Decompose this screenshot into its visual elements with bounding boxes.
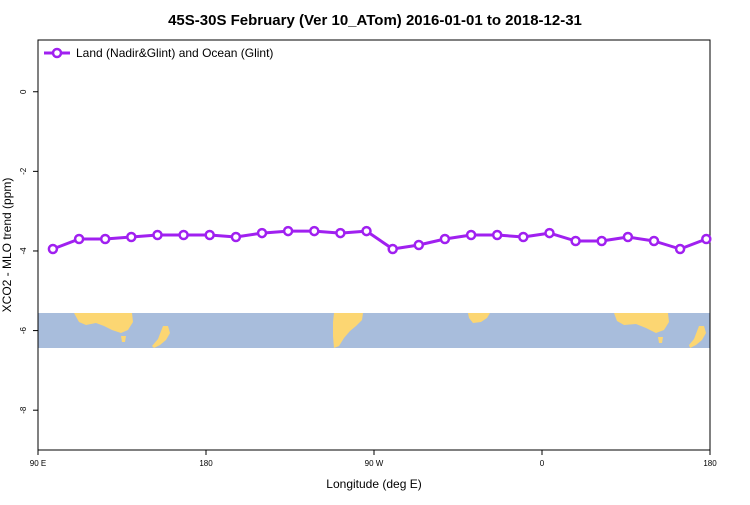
data-point (152, 229, 163, 241)
data-point (413, 239, 425, 251)
data-point (622, 231, 634, 243)
map-land-5 (614, 313, 669, 333)
data-point (335, 227, 346, 239)
map-land-7 (689, 326, 706, 348)
map-land-4 (468, 313, 490, 323)
data-point (596, 235, 607, 247)
y-tick-label: 0 (19, 89, 28, 94)
series-layer (47, 225, 712, 255)
data-point (648, 235, 660, 247)
map-land-3 (333, 313, 363, 348)
data-point (99, 233, 111, 245)
data-point (465, 229, 477, 241)
map-land-1 (121, 336, 126, 342)
data-point (126, 231, 137, 243)
data-point (178, 229, 189, 241)
series-line-0 (52, 229, 707, 251)
map-ocean (38, 313, 710, 348)
y-axis-label: XCO2 - MLO trend (ppm) (0, 178, 14, 313)
y-axis: 0 -2 -4 -6 -8 (19, 89, 38, 414)
map-band (38, 313, 710, 348)
data-point (204, 229, 215, 241)
data-point (570, 235, 581, 247)
data-point (256, 227, 268, 239)
x-tick-label: 90 E (30, 459, 46, 468)
data-point (544, 227, 555, 239)
x-axis: 90 E 180 90 W 0 180 (30, 450, 717, 468)
data-point (701, 233, 712, 245)
data-point (439, 233, 451, 245)
data-point (361, 225, 372, 237)
legend: Land (Nadir&Glint) and Ocean (Glint) (44, 46, 273, 60)
data-point (387, 243, 398, 255)
legend-marker (51, 47, 63, 59)
legend-label: Land (Nadir&Glint) and Ocean (Glint) (76, 46, 273, 60)
data-point (518, 231, 529, 243)
data-point (282, 225, 294, 237)
data-point (309, 225, 320, 237)
map-land-6 (658, 337, 663, 343)
data-point (73, 233, 85, 245)
y-tick-label: -8 (19, 406, 28, 414)
x-tick-label: 0 (540, 459, 545, 468)
y-tick-label: -2 (19, 167, 28, 175)
plot-frame (37, 39, 711, 451)
x-tick-label: 90 W (365, 459, 384, 468)
map-land-0 (74, 313, 133, 333)
data-point (674, 243, 686, 255)
y-tick-label: -4 (19, 247, 28, 255)
map-land-2 (152, 326, 170, 348)
x-tick-label: 180 (199, 459, 213, 468)
x-tick-label: 180 (703, 459, 717, 468)
data-point (47, 243, 59, 255)
data-point (491, 229, 503, 241)
data-point (230, 231, 242, 243)
y-tick-label: -6 (19, 326, 28, 334)
chart-title: 45S-30S February (Ver 10_ATom) 2016-01-0… (168, 12, 582, 29)
x-axis-label: Longitude (deg E) (326, 477, 421, 491)
